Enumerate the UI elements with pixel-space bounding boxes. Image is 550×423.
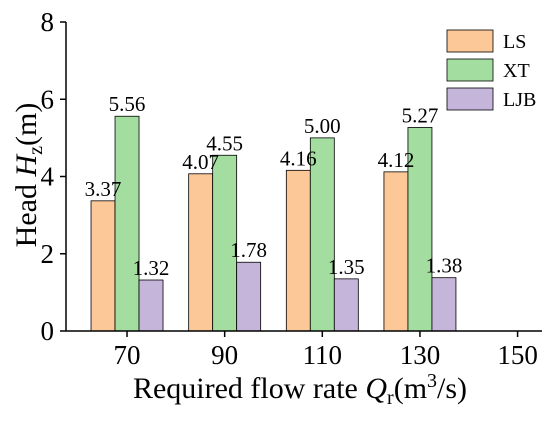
bar-ls-90 <box>188 173 214 332</box>
data-label-xt-90: 4.55 <box>206 131 243 155</box>
legend-swatch-ls <box>446 29 494 53</box>
data-label-ls-70: 3.37 <box>85 177 122 201</box>
data-labels-group: 3.37 5.56 1.32 4.074.55 1.78 4.16 5.00 1.35 4.12… <box>85 92 463 280</box>
legend-swatch-ljb <box>446 87 494 111</box>
legend: LS XT LJB <box>446 29 536 111</box>
axes-group: 0 2 4 6 8 70 90 110 130 150 <box>41 7 542 370</box>
bar-ljb-130 <box>431 277 457 332</box>
y-tick-label: 2 <box>41 239 55 269</box>
data-label-ls-90: 4.07 <box>182 150 219 174</box>
bar-ljb-70 <box>138 279 164 332</box>
bar-ljb-90 <box>236 261 262 332</box>
data-label-ljb-130: 1.38 <box>426 254 463 278</box>
y-axis-title: Head Hz(m) <box>10 103 47 248</box>
data-label-ls-130: 4.12 <box>378 148 415 172</box>
x-tick-label: 110 <box>303 340 343 370</box>
legend-label-ls: LS <box>503 31 526 53</box>
y-tick-label: 4 <box>41 162 55 192</box>
x-tick-label: 70 <box>114 340 141 370</box>
data-label-ljb-110: 1.35 <box>328 255 365 279</box>
bars-group <box>90 115 457 332</box>
x-axis-title: Required flow rate Qr(m3/s) <box>133 370 467 409</box>
data-label-ls-110: 4.16 <box>280 146 317 170</box>
data-label-ljb-70: 1.32 <box>133 256 170 280</box>
data-label-xt-130: 5.27 <box>402 103 439 127</box>
bar-ls-70 <box>90 200 116 332</box>
bar-xt-130 <box>407 127 433 332</box>
x-tick-label: 150 <box>497 340 538 370</box>
data-label-xt-110: 5.00 <box>304 114 341 138</box>
y-tick-label: 0 <box>41 316 55 346</box>
y-tick-label: 6 <box>41 84 55 114</box>
legend-label-ljb: LJB <box>503 89 536 111</box>
bar-ls-110 <box>285 169 311 332</box>
data-label-ljb-90: 1.78 <box>230 238 267 262</box>
bar-ls-130 <box>383 171 409 332</box>
data-label-xt-70: 5.56 <box>109 92 146 116</box>
bar-xt-110 <box>309 137 335 332</box>
y-tick-label: 8 <box>41 7 55 37</box>
legend-label-xt: XT <box>503 60 530 82</box>
bar-xt-70 <box>114 115 140 332</box>
bar-ljb-110 <box>333 278 359 332</box>
legend-swatch-xt <box>446 58 494 82</box>
x-tick-label: 130 <box>400 340 441 370</box>
x-tick-label: 90 <box>211 340 238 370</box>
